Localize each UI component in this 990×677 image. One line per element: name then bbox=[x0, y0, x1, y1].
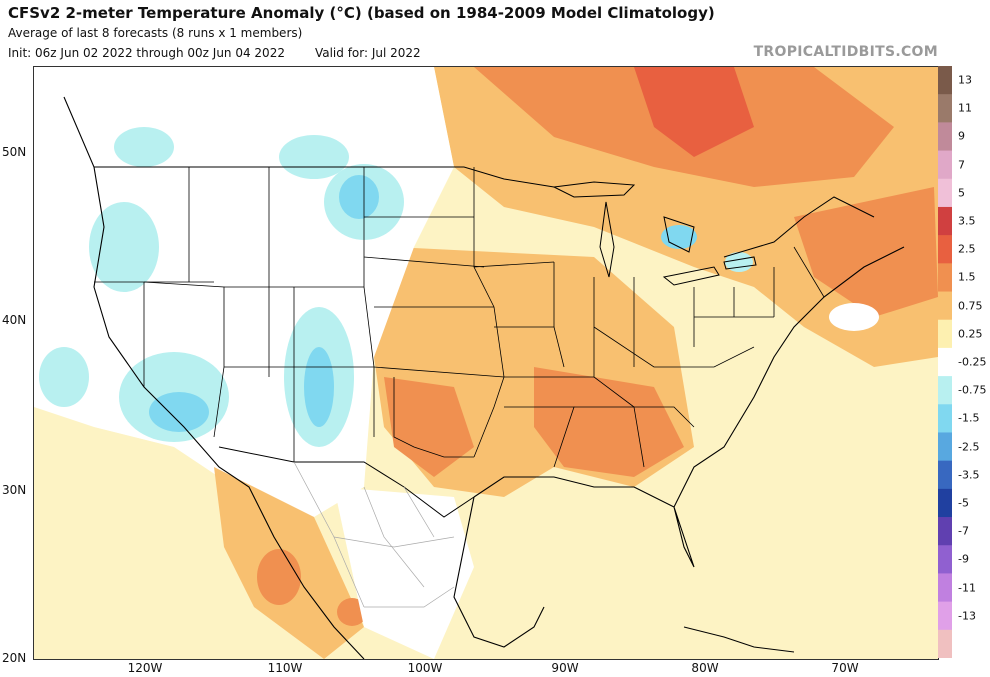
init-valid-line: Init: 06z Jun 02 2022 through 00z Jun 04… bbox=[8, 46, 421, 60]
colorbar-label: 0.25 bbox=[958, 327, 983, 341]
colorbar-swatch bbox=[938, 488, 952, 518]
anomaly-area-neutral-atlantic bbox=[829, 303, 879, 331]
colorbar-swatch bbox=[938, 94, 952, 123]
colorbar-label: -9 bbox=[958, 552, 969, 566]
colorbar-swatch bbox=[938, 601, 952, 631]
lon-label-80w: 80W bbox=[691, 661, 719, 675]
anomaly-area-neutral-mexico bbox=[334, 487, 474, 659]
lat-label-30n: 30N bbox=[2, 483, 27, 497]
anomaly-area-sinaloa bbox=[257, 549, 301, 605]
lat-label-40n: 40N bbox=[2, 313, 27, 327]
anomaly-area-southeast bbox=[534, 367, 684, 477]
colorbar-label: -5 bbox=[958, 496, 969, 510]
lat-label-50n: 50N bbox=[2, 145, 27, 159]
us-canada-border bbox=[94, 166, 555, 188]
colorbar-swatch bbox=[938, 573, 952, 603]
colorbar-label: -3.5 bbox=[958, 468, 980, 482]
lake-erie bbox=[662, 266, 720, 286]
colorbar-label: -1.5 bbox=[958, 411, 980, 425]
mexico-state-borders bbox=[293, 461, 455, 608]
lon-label-100w: 100W bbox=[407, 661, 443, 675]
colorbar-swatch bbox=[938, 517, 952, 546]
cool-area-bc bbox=[114, 127, 174, 167]
map-canvas bbox=[34, 67, 938, 659]
cool-area-northwest bbox=[89, 202, 159, 292]
colorbar-swatch bbox=[938, 347, 952, 377]
lon-label-110w: 110W bbox=[267, 661, 303, 675]
colorbar-label: 9 bbox=[958, 129, 965, 143]
pacific-coastline bbox=[63, 96, 365, 659]
colorbar-label: 7 bbox=[958, 158, 965, 172]
colorbar-swatch bbox=[938, 629, 952, 658]
chart-subtitle: Average of last 8 forecasts (8 runs x 1 … bbox=[8, 26, 303, 40]
cool-area-pacific bbox=[39, 347, 89, 407]
mexico-gulf-coastline bbox=[453, 496, 545, 648]
anomaly-map bbox=[33, 66, 939, 660]
colorbar-swatch bbox=[938, 404, 952, 433]
atlantic-gulf-coastline bbox=[473, 246, 905, 568]
lon-label-90w: 90W bbox=[551, 661, 579, 675]
cool-area-rockies-core bbox=[304, 347, 334, 427]
lon-label-70w: 70W bbox=[831, 661, 859, 675]
colorbar-swatch bbox=[938, 178, 952, 208]
colorbar bbox=[938, 66, 952, 658]
colorbar-swatch bbox=[938, 319, 952, 349]
lake-huron bbox=[663, 216, 695, 253]
colorbar-swatch bbox=[938, 206, 952, 236]
chart-title: CFSv2 2-meter Temperature Anomaly (°C) (… bbox=[8, 4, 715, 22]
lake-ontario bbox=[723, 256, 757, 270]
colorbar-label: 13 bbox=[958, 73, 972, 87]
colorbar-swatch bbox=[938, 122, 952, 152]
colorbar-label: -0.75 bbox=[958, 383, 987, 397]
colorbar-label: -0.25 bbox=[958, 355, 987, 369]
state-borders bbox=[94, 167, 825, 468]
cuba-outline bbox=[683, 626, 795, 653]
colorbar-swatch bbox=[938, 263, 952, 293]
colorbar-label: 3.5 bbox=[958, 214, 976, 228]
us-canada-border-east bbox=[723, 196, 875, 258]
colorbar-swatch bbox=[938, 432, 952, 462]
us-mexico-border bbox=[218, 446, 475, 518]
colorbar-label: 2.5 bbox=[958, 242, 976, 256]
lon-label-120w: 120W bbox=[127, 661, 163, 675]
colorbar-swatch bbox=[938, 460, 952, 490]
init-text: Init: 06z Jun 02 2022 through 00z Jun 04… bbox=[8, 46, 285, 60]
colorbar-label: -2.5 bbox=[958, 440, 980, 454]
lake-superior bbox=[552, 181, 636, 198]
colorbar-label: -13 bbox=[958, 609, 976, 623]
lat-label-20n: 20N bbox=[2, 651, 27, 665]
colorbar-label: 11 bbox=[958, 101, 972, 115]
colorbar-label: 1.5 bbox=[958, 270, 976, 284]
cool-area-lake-ontario bbox=[725, 252, 753, 272]
brand-watermark: TROPICALTIDBITS.COM bbox=[753, 44, 938, 60]
colorbar-swatch bbox=[938, 235, 952, 264]
colorbar-swatch bbox=[938, 376, 952, 405]
cool-area-alberta bbox=[279, 135, 349, 179]
colorbar-label: -7 bbox=[958, 524, 969, 538]
anomaly-area-northeast bbox=[794, 187, 938, 317]
colorbar-swatch bbox=[938, 545, 952, 574]
colorbar-swatch bbox=[938, 150, 952, 180]
valid-text: Valid for: Jul 2022 bbox=[314, 46, 421, 60]
cool-area-plains-core bbox=[339, 175, 379, 219]
colorbar-swatch bbox=[938, 66, 952, 95]
anomaly-area-texas bbox=[384, 377, 474, 477]
colorbar-label: -11 bbox=[958, 581, 976, 595]
colorbar-swatch bbox=[938, 291, 952, 321]
cool-area-california-core bbox=[149, 392, 209, 432]
anomaly-area-red bbox=[634, 67, 754, 157]
lake-michigan bbox=[599, 201, 615, 278]
colorbar-label: 0.75 bbox=[958, 299, 983, 313]
colorbar-label: 5 bbox=[958, 186, 965, 200]
